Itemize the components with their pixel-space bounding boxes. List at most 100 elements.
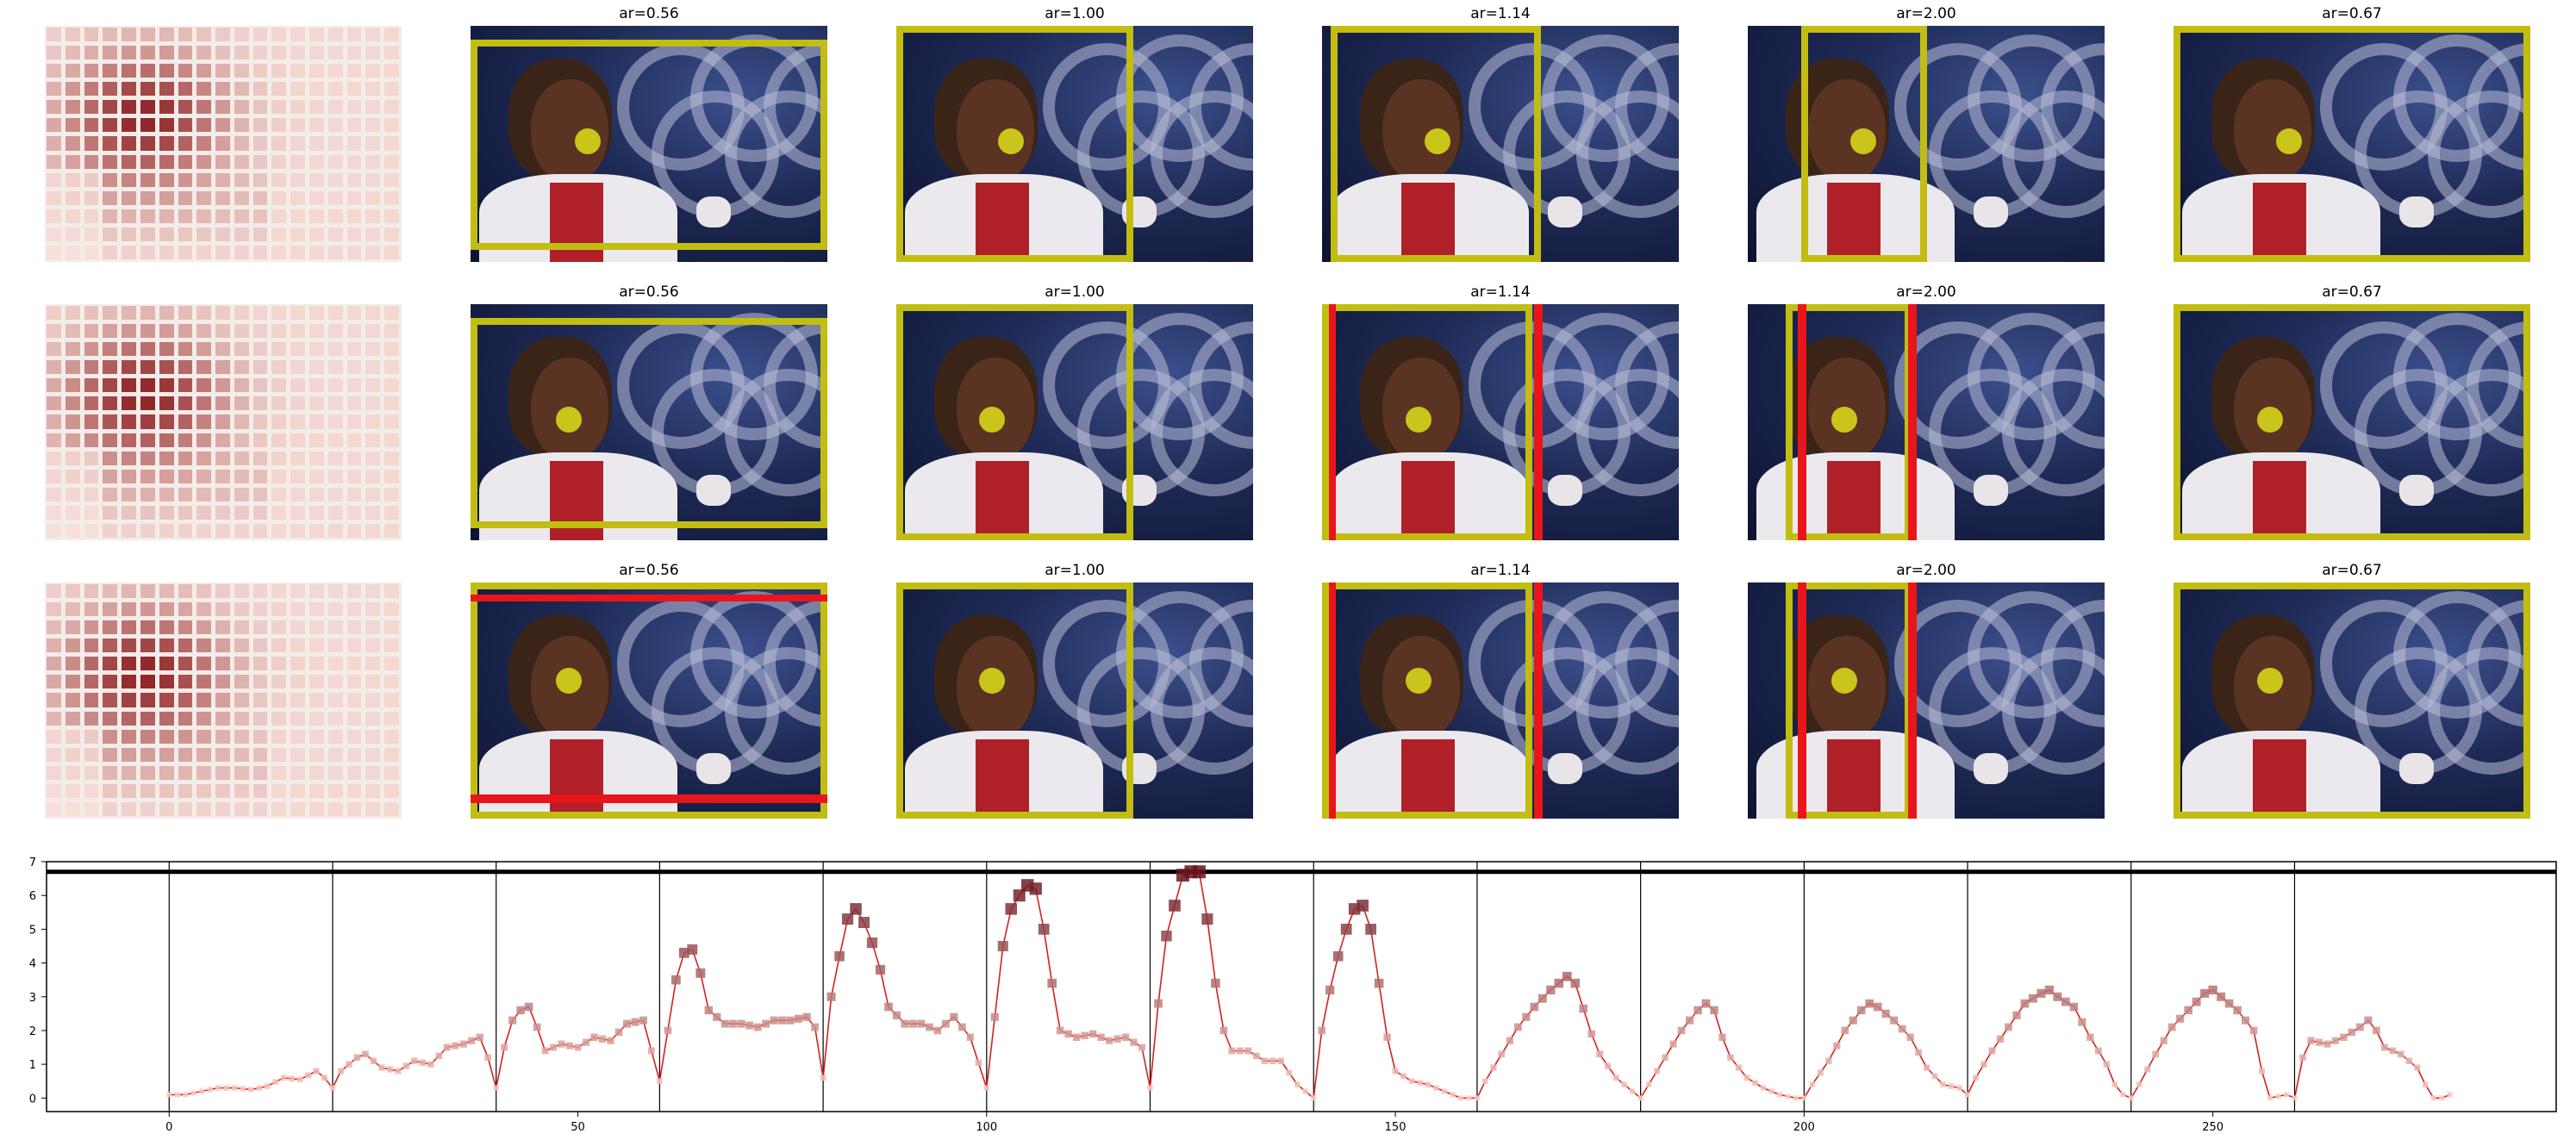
heatmap-cell <box>346 136 362 151</box>
saliency-point <box>979 668 1005 694</box>
attention-heatmap <box>45 582 402 819</box>
data-point-marker <box>2167 1023 2176 1031</box>
heatmap-cell <box>234 711 249 726</box>
data-point-marker <box>183 1092 189 1098</box>
heatmap-cell <box>103 783 118 798</box>
saliency-point <box>556 407 582 433</box>
data-point-marker <box>753 1023 762 1031</box>
heatmap-cell <box>84 693 99 707</box>
heatmap-cell <box>234 154 249 169</box>
heatmap-cell <box>309 602 324 617</box>
heatmap-cell <box>196 154 212 169</box>
heatmap-cell <box>103 711 118 726</box>
heatmap-cell <box>65 209 80 223</box>
heatmap-cell <box>365 765 381 780</box>
data-point-marker <box>1029 882 1042 895</box>
data-point-marker <box>2012 1011 2021 1019</box>
heatmap-cell <box>384 100 399 115</box>
heatmap-cell <box>384 620 399 635</box>
heatmap-cell <box>346 584 362 599</box>
heatmap-cell <box>271 693 287 707</box>
heatmap-cell <box>47 46 61 60</box>
heatmap-cell <box>159 639 174 653</box>
heatmap-cell <box>103 657 118 671</box>
heatmap-cell <box>271 801 287 816</box>
heatmap-cell <box>122 747 136 762</box>
heatmap-cell <box>215 378 230 393</box>
heatmap-cell <box>290 693 306 707</box>
panel-title: ar=0.56 <box>619 5 679 22</box>
data-point-marker <box>231 1085 238 1091</box>
data-point-marker <box>1228 1047 1236 1055</box>
data-point-marker <box>1596 1050 1604 1058</box>
data-point-marker <box>1408 1078 1415 1085</box>
heatmap-cell <box>271 729 287 744</box>
photo-panel <box>1322 304 1679 540</box>
heatmap-cell <box>384 324 399 339</box>
heatmap-cell <box>309 433 324 447</box>
heatmap-cell <box>65 306 80 321</box>
data-point-marker <box>590 1033 598 1041</box>
reference-box-edge <box>1534 582 1543 819</box>
heatmap-cell <box>159 100 174 115</box>
mask-shape <box>1974 753 2008 784</box>
heatmap-cell <box>196 245 212 259</box>
heatmap-cell <box>234 227 249 241</box>
heatmap-cell <box>140 118 155 133</box>
data-point-marker <box>1340 924 1352 935</box>
heatmap-cell <box>253 523 268 538</box>
heatmap-cell <box>253 414 268 429</box>
heatmap-cell <box>103 620 118 635</box>
data-point-marker <box>2447 1092 2453 1098</box>
data-point-marker <box>1630 1088 1636 1094</box>
heatmap-cell <box>196 414 212 429</box>
heatmap-cell <box>327 227 343 241</box>
panel-title: ar=2.00 <box>1896 562 1956 579</box>
heatmap-cell <box>196 747 212 762</box>
heatmap-cell <box>47 711 61 726</box>
data-point-marker <box>1219 1026 1228 1035</box>
data-point-marker <box>1374 978 1384 988</box>
saliency-point <box>998 128 1024 154</box>
heatmap-cell <box>290 414 306 429</box>
data-point-marker <box>2414 1064 2421 1071</box>
data-point-marker <box>1793 1095 1799 1101</box>
data-point-marker <box>892 1011 901 1019</box>
heatmap-cell <box>253 505 268 520</box>
heatmap-cell <box>234 46 249 60</box>
data-point-marker <box>2208 985 2217 995</box>
data-point-marker <box>2422 1081 2429 1087</box>
heatmap-cell <box>122 172 136 187</box>
heatmap-cell <box>140 360 155 375</box>
x-tick-label: 100 <box>976 1121 997 1134</box>
heatmap-cell <box>215 324 230 339</box>
data-point-marker <box>411 1057 418 1064</box>
heatmap-cell <box>346 620 362 635</box>
heatmap-cell <box>253 639 268 653</box>
heatmap-cell <box>271 584 287 599</box>
heatmap-cell <box>271 487 287 501</box>
heatmap-cell <box>215 172 230 187</box>
data-point-marker <box>2120 1092 2126 1098</box>
data-point-marker <box>1735 1064 1743 1071</box>
heatmap-cell <box>327 747 343 762</box>
shirt-shape <box>2253 739 2306 819</box>
heatmap-cell <box>122 584 136 599</box>
heatmap-cell <box>253 245 268 259</box>
data-point-marker <box>1841 1026 1849 1035</box>
heatmap-cell <box>178 118 193 133</box>
shirt-shape <box>2253 183 2306 262</box>
heatmap-cell <box>215 783 230 798</box>
heatmap-cell <box>159 360 174 375</box>
heatmap-cell <box>65 620 80 635</box>
data-point-marker <box>2340 1033 2348 1041</box>
data-point-marker <box>720 1019 729 1028</box>
saliency-point <box>1850 128 1876 154</box>
heatmap-cell <box>309 451 324 465</box>
heatmap-cell <box>178 657 193 671</box>
shirt-shape <box>2253 461 2306 540</box>
heatmap-cell <box>140 523 155 538</box>
data-point-marker <box>639 1016 647 1025</box>
data-point-marker <box>598 1035 607 1043</box>
heatmap-cell <box>234 523 249 538</box>
